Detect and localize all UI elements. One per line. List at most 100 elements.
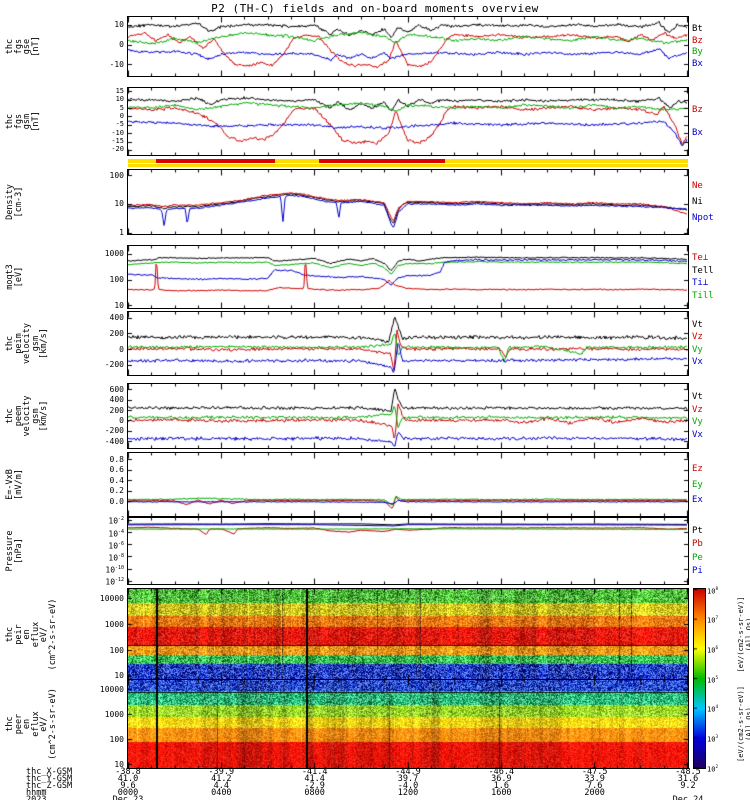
legend-temp-Ti⊥: Ti⊥ xyxy=(692,278,709,289)
legend-pressure-Pt: Pt xyxy=(692,526,703,537)
ytick-density-1: 10 xyxy=(114,199,124,209)
colorbar-tick-2: 106 xyxy=(707,645,719,655)
legend-vel_i-Vz: Vz xyxy=(692,332,703,343)
ephemeris-value-3-0: 0000 xyxy=(117,787,139,798)
panel-canvas-spec_e xyxy=(127,679,689,769)
legend-efield-Ex: Ex xyxy=(692,495,703,506)
legend-efield-Ey: Ey xyxy=(692,479,703,490)
ephemeris-value-3-3: 1200 xyxy=(397,787,419,798)
ytick-spec_e-3: 10 xyxy=(114,759,124,769)
ytick-spec_e-1: 1000 xyxy=(104,709,124,719)
panel-canvas-vel_e xyxy=(127,383,689,449)
ytick-pressure-1: 10-4 xyxy=(108,528,124,539)
legend-vel_i-Vt: Vt xyxy=(692,319,703,330)
ytick-spec_e-2: 100 xyxy=(109,734,124,744)
ephemeris-row-label-1: thc_Y-GSM xyxy=(26,773,73,784)
ytick-fgs_gsm-3: 0 xyxy=(119,111,124,120)
mode-bar-segment-0-4 xyxy=(445,159,688,163)
ephemeris-value-2-6: 9.2 xyxy=(680,780,696,791)
panel-ylabel-spec_i: thc peir en eflux eV/ (cm^2-s-sr-eV) xyxy=(5,598,58,671)
ephemeris-value-4-6: Dec 24 xyxy=(672,794,704,800)
ephemeris-row-label-3: hhmm xyxy=(26,787,47,798)
legend-fgs_gsm-Bz: Bz xyxy=(692,105,703,116)
ephemeris-row-label-2: thc_Z-GSM xyxy=(26,780,73,791)
legend-vel_i-Vx: Vx xyxy=(692,357,703,368)
ephemeris-value-0-1: -39.9 xyxy=(208,766,235,777)
panel-ylabel-temp: moqt3 [eV] xyxy=(5,264,24,290)
legend-vel_i-Vy: Vy xyxy=(692,344,703,355)
ytick-temp-0: 1000 xyxy=(104,249,124,259)
panel-canvas-pressure xyxy=(127,517,689,585)
panel-canvas-vel_i xyxy=(127,311,689,376)
ephemeris-value-1-5: 33.9 xyxy=(584,773,605,784)
ephemeris-value-0-3: -44.9 xyxy=(395,766,421,777)
legend-pressure-Pb: Pb xyxy=(692,539,703,550)
panel-ylabel-pressure: Pressure [nPa] xyxy=(5,530,24,572)
ytick-fgs_gsm-5: -10 xyxy=(111,128,124,137)
spec-right-label-spec_e: [eV/(cm2-s-sr-eV)] (All Qs) xyxy=(737,686,750,762)
ytick-fgs_gse-0: 10 xyxy=(114,20,124,30)
legend-fgs_gse-Bx: Bx xyxy=(692,59,703,70)
colorbar-tick-5: 103 xyxy=(707,734,719,744)
legend-pressure-Pe: Pe xyxy=(692,552,703,563)
ephemeris-row-label-0: thc_X-GSM xyxy=(26,766,73,777)
legend-density-Npot: Npot xyxy=(692,213,714,223)
panel-canvas-temp xyxy=(127,245,689,309)
legend-fgs_gse-Bt: Bt xyxy=(692,23,703,34)
colorbar-tick-4: 104 xyxy=(707,705,719,714)
ytick-pressure-4: 10-10 xyxy=(105,565,124,575)
ephemeris-value-0-5: -47.5 xyxy=(581,766,608,777)
panel-canvas-efield xyxy=(127,452,689,517)
panel-ylabel-fgs_gse: thc fgs gse [nT] xyxy=(5,36,41,57)
legend-density-Ni: Ni xyxy=(692,197,703,207)
ytick-pressure-2: 10-6 xyxy=(108,540,124,551)
ytick-spec_i-0: 10000 xyxy=(99,593,124,603)
ytick-vel_e-3: 0 xyxy=(119,415,124,425)
ytick-temp-1: 100 xyxy=(109,275,124,285)
colorbar-tick-3: 105 xyxy=(707,675,719,684)
ytick-pressure-3: 10-8 xyxy=(108,552,124,563)
ytick-efield-1: 0.6 xyxy=(109,465,124,475)
ephemeris-value-2-4: 1.6 xyxy=(493,780,509,791)
legend-temp-Te⊥: Te⊥ xyxy=(692,253,709,264)
ytick-spec_i-3: 10 xyxy=(114,671,124,681)
legend-fgs_gse-By: By xyxy=(692,47,703,58)
panel-ylabel-fgs_gsm: thc fgs gsm [nT] xyxy=(5,111,41,132)
plot-title: P2 (TH-C) fields and on-board moments ov… xyxy=(211,2,539,15)
ephemeris-value-0-2: -41.4 xyxy=(301,766,328,777)
ephemeris-value-0-6: -48.5 xyxy=(675,766,701,777)
spec-right-label-spec_i: [eV/(cm2-s-sr-eV)] (All Qs) xyxy=(737,596,750,673)
legend-efield-Ez: Ez xyxy=(692,463,703,474)
ytick-fgs_gsm-0: 15 xyxy=(115,86,124,95)
ytick-temp-2: 10 xyxy=(114,300,124,310)
panel-ylabel-spec_e: thc peer en eflux eV/ (cm^2-s-sr-eV) xyxy=(5,688,58,760)
panel-ylabel-efield: E=-VxB [mV/m] xyxy=(5,469,24,500)
ytick-fgs_gsm-1: 10 xyxy=(115,95,124,104)
ephemeris-value-2-0: 9.6 xyxy=(120,780,136,791)
ytick-efield-0: 0.8 xyxy=(109,454,124,464)
ephemeris-value-2-2: -2.9 xyxy=(304,780,325,791)
ytick-efield-3: 0.2 xyxy=(109,486,124,496)
ephemeris-value-0-4: -46.4 xyxy=(488,766,515,777)
legend-pressure-Pi: Pi xyxy=(692,565,703,576)
ytick-pressure-5: 10-12 xyxy=(105,577,124,587)
ytick-spec_e-0: 10000 xyxy=(99,684,124,694)
mode-bar-segment-0-0 xyxy=(128,159,156,163)
ytick-spec_i-2: 100 xyxy=(109,645,124,655)
ytick-spec_i-1: 1000 xyxy=(104,619,124,629)
ephemeris-value-2-5: 7.6 xyxy=(586,780,603,791)
ytick-vel_e-0: 600 xyxy=(109,384,124,394)
ephemeris-value-3-1: 0400 xyxy=(211,787,232,798)
ytick-fgs_gse-1: 0 xyxy=(119,40,124,50)
ephemeris-value-4-0: Dec 23 xyxy=(112,794,144,800)
colorbar-tick-6: 102 xyxy=(707,764,719,773)
legend-vel_e-Vy: Vy xyxy=(692,417,703,428)
ytick-pressure-0: 10-2 xyxy=(108,516,124,526)
panel-canvas-fgs_gse xyxy=(127,16,689,77)
legend-vel_e-Vz: Vz xyxy=(692,404,703,415)
ytick-vel_e-2: 200 xyxy=(109,405,124,415)
ephemeris-value-1-4: 36.9 xyxy=(491,773,512,784)
ytick-vel_e-5: -400 xyxy=(104,436,124,446)
ytick-vel_i-2: 0 xyxy=(119,344,124,354)
